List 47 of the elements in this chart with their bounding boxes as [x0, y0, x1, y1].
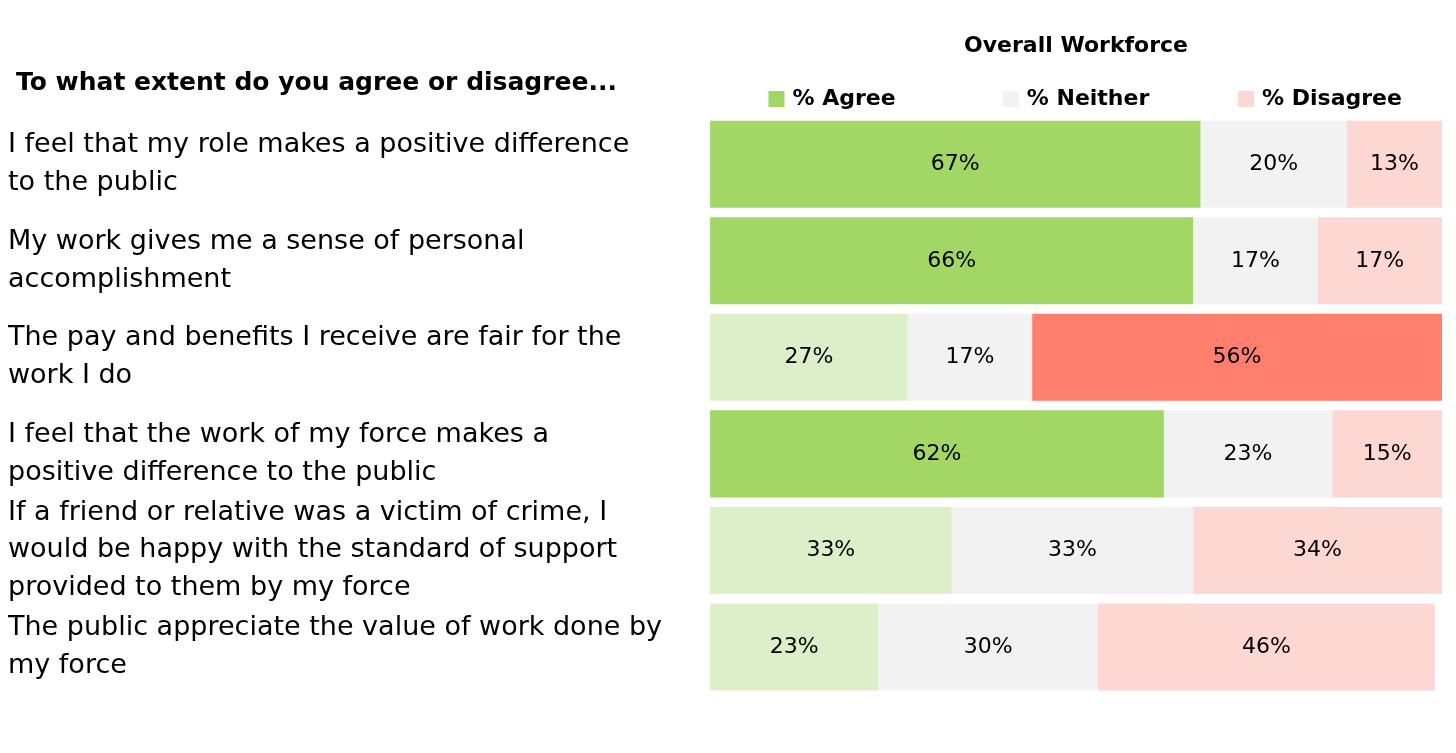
bar — [1346, 120, 1442, 208]
data-label: 23% — [1223, 439, 1273, 465]
y-tick-label: The public appreciate the value of work done by my force — [7, 610, 663, 679]
bar — [1097, 603, 1435, 691]
data-label: 17% — [945, 343, 995, 369]
bar — [1163, 410, 1333, 498]
bar — [710, 603, 879, 691]
data-label: 17% — [1230, 246, 1280, 272]
bar — [878, 603, 1098, 691]
data-label: 56% — [1212, 343, 1262, 369]
data-label: 34% — [1293, 536, 1343, 562]
bar — [907, 313, 1033, 401]
bar — [1032, 313, 1442, 401]
data-label: 27% — [784, 343, 834, 369]
data-label: 15% — [1362, 439, 1412, 465]
data-label: 46% — [1241, 632, 1291, 658]
y-tick-label: I feel that the work of my force makes a positive difference to the public — [8, 416, 549, 486]
bar — [710, 506, 952, 594]
bar — [1193, 217, 1318, 305]
bar — [1193, 506, 1442, 594]
data-label: 17% — [1355, 246, 1405, 272]
bar — [710, 120, 1201, 208]
bar — [951, 506, 1194, 594]
legend-label: % Disagree — [1262, 84, 1402, 110]
bar — [1317, 217, 1442, 305]
data-label: 67% — [930, 149, 980, 175]
legend-title: Overall Workforce — [964, 31, 1189, 57]
bar — [710, 410, 1164, 498]
y-tick-label: The pay and benefits I receive are fair for the work I do — [7, 320, 622, 390]
y-tick-label: My work gives me a sense of personal accomplishment — [8, 223, 525, 293]
data-label: 13% — [1369, 149, 1419, 175]
bar — [710, 217, 1194, 305]
data-label: 23% — [769, 632, 819, 658]
data-label: 66% — [927, 246, 977, 272]
legend-label: % Agree — [792, 84, 896, 110]
y-tick-label: I feel that my role makes a positive difference to the public — [8, 127, 630, 197]
data-label: 33% — [1047, 536, 1097, 562]
bar — [710, 313, 908, 401]
data-label: 20% — [1249, 149, 1299, 175]
bar — [1200, 120, 1347, 208]
data-label: 30% — [963, 632, 1013, 658]
y-tick-label: If a friend or relative was a victim of crime, I would be happy with the standard of support provided to them by my force — [8, 494, 618, 602]
bar — [1332, 410, 1442, 498]
text: To what extent do you agree or disagree... — [16, 66, 617, 96]
data-label: 33% — [806, 536, 856, 562]
legend-label: % Neither — [1026, 84, 1150, 110]
data-label: 62% — [912, 439, 962, 465]
